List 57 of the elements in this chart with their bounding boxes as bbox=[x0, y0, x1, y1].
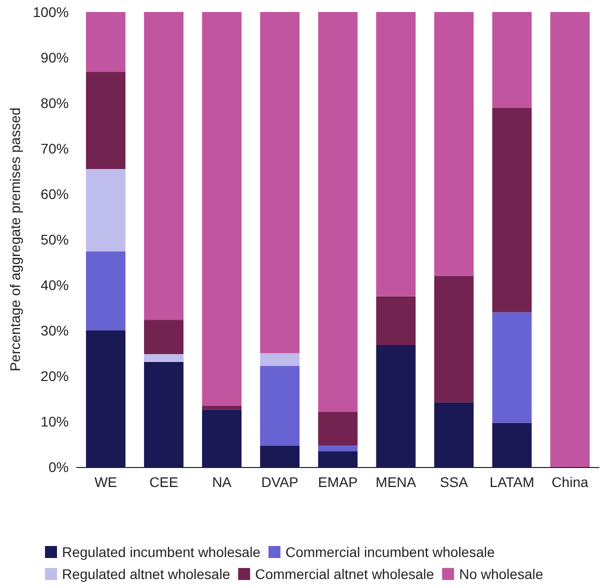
bar bbox=[434, 12, 474, 276]
bar bbox=[318, 451, 358, 467]
y-axis-title: Percentage of aggregate premises passed bbox=[7, 108, 23, 372]
legend-label: Regulated altnet wholesale bbox=[62, 566, 230, 582]
x-tick-label: SSA bbox=[440, 474, 469, 490]
y-tick-label: 50% bbox=[40, 232, 69, 248]
bar bbox=[434, 402, 474, 467]
legend-label: Commercial incumbent wholesale bbox=[285, 544, 495, 560]
x-tick-label: EMAP bbox=[318, 474, 358, 490]
x-tick-label: China bbox=[552, 474, 588, 490]
bar bbox=[86, 168, 126, 252]
bar bbox=[434, 276, 474, 402]
bar bbox=[260, 353, 300, 366]
y-tick-label: 0% bbox=[48, 459, 69, 475]
bar bbox=[492, 422, 532, 467]
bar bbox=[492, 108, 532, 312]
bar bbox=[202, 406, 242, 410]
bar bbox=[376, 12, 416, 296]
bar bbox=[86, 251, 126, 330]
bar bbox=[376, 296, 416, 346]
y-tick-label: 20% bbox=[40, 368, 69, 384]
y-tick-label: 70% bbox=[40, 140, 69, 156]
x-tick-label: DVAP bbox=[261, 474, 298, 490]
x-tick-label: LATAM bbox=[490, 474, 534, 490]
y-tick-label: 60% bbox=[40, 186, 69, 202]
bar bbox=[318, 12, 358, 412]
bar bbox=[144, 362, 184, 467]
x-tick-label: MENA bbox=[376, 474, 417, 490]
bar bbox=[318, 412, 358, 446]
y-tick-label: 30% bbox=[40, 322, 69, 338]
bar bbox=[260, 446, 300, 467]
bar bbox=[318, 446, 358, 452]
x-tick-label: NA bbox=[212, 474, 232, 490]
legend-label: No wholesale bbox=[459, 566, 544, 582]
bar bbox=[86, 72, 126, 169]
bar bbox=[492, 312, 532, 423]
y-tick-label: 10% bbox=[40, 414, 69, 430]
bar bbox=[260, 366, 300, 446]
legend-label: Commercial altnet wholesale bbox=[255, 566, 434, 582]
bar bbox=[202, 12, 242, 406]
bar bbox=[86, 12, 126, 72]
bar bbox=[550, 12, 590, 467]
x-tick-label: WE bbox=[94, 474, 118, 490]
bar bbox=[492, 12, 532, 108]
bar bbox=[144, 12, 184, 320]
bar bbox=[202, 410, 242, 467]
y-tick-label: 80% bbox=[40, 95, 69, 111]
bar bbox=[376, 345, 416, 467]
y-tick-label: 100% bbox=[32, 4, 69, 20]
legend-label: Regulated incumbent wholesale bbox=[62, 544, 261, 560]
bar bbox=[144, 354, 184, 362]
bar bbox=[86, 330, 126, 467]
y-tick-label: 40% bbox=[40, 277, 69, 293]
bar bbox=[260, 12, 300, 354]
bar bbox=[144, 320, 184, 354]
y-tick-label: 90% bbox=[40, 50, 69, 66]
x-tick-label: CEE bbox=[149, 474, 178, 490]
